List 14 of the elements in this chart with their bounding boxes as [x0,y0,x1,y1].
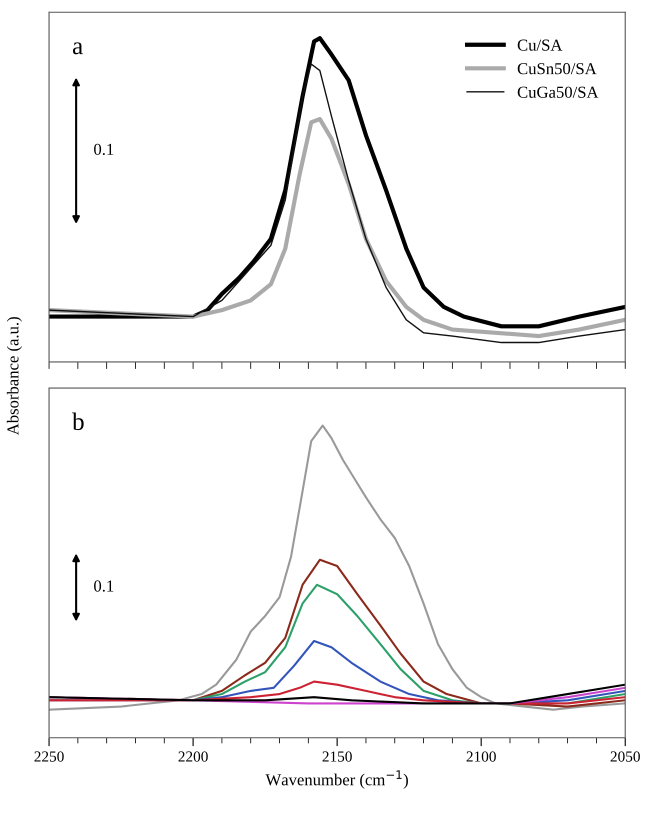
chart-title: a [72,42,83,54]
legend-label: Cu/SA [518,40,562,51]
annotation: 0.1 [94,144,114,156]
x-tick-label: 2250 [34,751,64,762]
x-tick-label: 2100 [466,751,496,762]
x-tick-label: 2050 [610,751,640,762]
chart-title: b [72,412,84,430]
legend-label: CuSn50/SA [518,63,597,74]
annotation: 0.1 [94,580,114,592]
legend-label: CuGa50/SA [518,86,598,98]
y-axis-title: Absorbance (a.u.) [6,317,22,436]
x-axis-title: Wavenumber (cm$^{−1}$) [265,770,408,789]
x-tick-label: 2150 [322,751,352,762]
x-tick-label: 2200 [178,751,208,762]
